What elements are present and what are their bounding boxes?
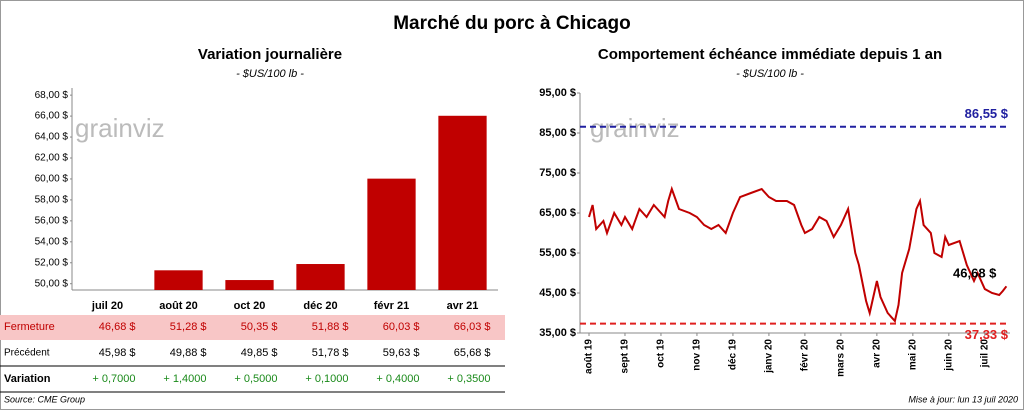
row-label: Fermeture bbox=[4, 321, 55, 333]
x-tick-label: févr 20 bbox=[800, 339, 811, 372]
row-label: Précédent bbox=[4, 348, 50, 359]
x-tick-label: juil 20 bbox=[979, 339, 990, 369]
close-value: 50,35 $ bbox=[241, 321, 278, 333]
close-value: 46,68 $ bbox=[99, 321, 136, 333]
updated: Mise à jour: lun 13 juil 2020 bbox=[908, 394, 1018, 404]
y-tick-label: 50,00 $ bbox=[35, 278, 69, 289]
y-tick-label: 55,00 $ bbox=[539, 247, 576, 259]
close-value: 51,88 $ bbox=[312, 321, 349, 333]
y-tick-label: 65,00 $ bbox=[539, 207, 576, 219]
y-tick-label: 95,00 $ bbox=[539, 87, 576, 99]
y-tick-label: 66,00 $ bbox=[35, 111, 69, 122]
bar bbox=[225, 280, 274, 290]
reference-label: 37,33 $ bbox=[965, 327, 1009, 342]
close-value: 66,03 $ bbox=[454, 321, 491, 333]
right-title: Comportement échéance immédiate depuis 1… bbox=[598, 46, 942, 63]
watermark: grainviz bbox=[75, 113, 165, 143]
x-tick-label: sept 19 bbox=[620, 339, 631, 374]
y-tick-label: 68,00 $ bbox=[35, 90, 69, 101]
y-tick-label: 64,00 $ bbox=[35, 132, 69, 143]
y-tick-label: 35,00 $ bbox=[539, 327, 576, 339]
table-cell: + 0,3500 bbox=[447, 373, 490, 385]
table-cell: + 1,4000 bbox=[163, 373, 206, 385]
last-value-label: 46,68 $ bbox=[953, 266, 997, 281]
bar bbox=[438, 115, 487, 291]
left-title: Variation journalière bbox=[198, 46, 342, 63]
x-tick-label: juin 20 bbox=[943, 339, 954, 372]
x-tick-label: oct 20 bbox=[234, 300, 266, 312]
bar bbox=[296, 264, 345, 290]
x-tick-label: août 20 bbox=[159, 300, 198, 312]
table-cell: 65,68 $ bbox=[454, 347, 491, 359]
source: Source: CME Group bbox=[4, 394, 85, 404]
x-tick-label: oct 19 bbox=[656, 339, 667, 368]
watermark: grainviz bbox=[590, 113, 680, 143]
close-value: 51,28 $ bbox=[170, 321, 207, 333]
x-tick-label: mars 20 bbox=[836, 339, 847, 377]
table-cell: + 0,4000 bbox=[376, 373, 419, 385]
table-cell: 51,78 $ bbox=[312, 347, 349, 359]
close-row-bg bbox=[0, 315, 505, 340]
x-tick-label: août 19 bbox=[584, 339, 595, 374]
x-tick-label: févr 21 bbox=[374, 300, 409, 312]
x-tick-label: juil 20 bbox=[91, 300, 123, 312]
price-line bbox=[588, 185, 1008, 324]
y-tick-label: 85,00 $ bbox=[539, 127, 576, 139]
reference-label: 86,55 $ bbox=[965, 106, 1009, 121]
right-subtitle: - $US/100 lb - bbox=[736, 68, 804, 80]
table-cell: 59,63 $ bbox=[383, 347, 420, 359]
y-tick-label: 52,00 $ bbox=[35, 257, 69, 268]
y-tick-label: 54,00 $ bbox=[35, 236, 69, 247]
y-tick-label: 58,00 $ bbox=[35, 195, 69, 206]
x-tick-label: avr 20 bbox=[872, 339, 883, 368]
x-tick-label: déc 19 bbox=[728, 339, 739, 371]
table-cell: 45,98 $ bbox=[99, 347, 136, 359]
left-subtitle: - $US/100 lb - bbox=[236, 68, 304, 80]
table-cell: + 0,7000 bbox=[92, 373, 135, 385]
bar bbox=[367, 178, 416, 290]
main-title: Marché du porc à Chicago bbox=[393, 13, 631, 34]
table-cell: + 0,1000 bbox=[305, 373, 348, 385]
x-tick-label: janv 20 bbox=[764, 339, 775, 374]
table-cell: 49,88 $ bbox=[170, 347, 207, 359]
x-tick-label: avr 21 bbox=[447, 300, 479, 312]
y-tick-label: 60,00 $ bbox=[35, 174, 69, 185]
y-tick-label: 75,00 $ bbox=[539, 167, 576, 179]
x-tick-label: déc 20 bbox=[303, 300, 337, 312]
x-tick-label: mai 20 bbox=[907, 339, 918, 371]
y-tick-label: 45,00 $ bbox=[539, 287, 576, 299]
y-tick-label: 62,00 $ bbox=[35, 153, 69, 164]
table-cell: 49,85 $ bbox=[241, 347, 278, 359]
x-tick-label: nov 19 bbox=[692, 339, 703, 371]
y-tick-label: 56,00 $ bbox=[35, 215, 69, 226]
bar bbox=[154, 270, 203, 290]
close-value: 60,03 $ bbox=[383, 321, 420, 333]
table-cell: + 0,5000 bbox=[234, 373, 277, 385]
row-label: Variation bbox=[4, 373, 51, 385]
